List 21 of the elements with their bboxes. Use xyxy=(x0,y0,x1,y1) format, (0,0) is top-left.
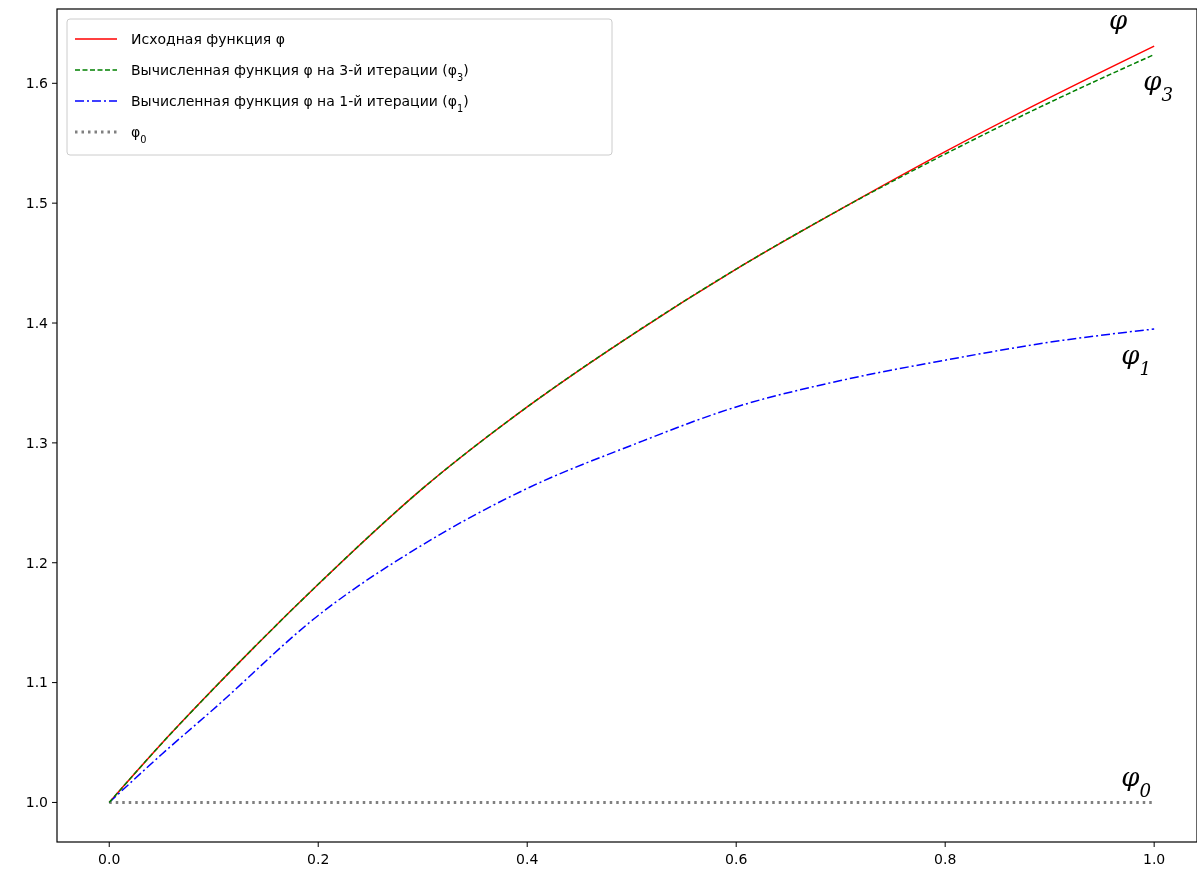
x-tick-label: 0.0 xyxy=(98,851,121,867)
annotation: φ$_{3}$ xyxy=(1143,65,1174,105)
y-tick-label: 1.0 xyxy=(25,794,48,811)
x-tick-label: 0.6 xyxy=(725,851,748,867)
y-tick-label: 1.1 xyxy=(25,674,48,691)
y-tick-label: 1.4 xyxy=(25,314,49,331)
annotation: φ$_{1}$ xyxy=(1121,340,1152,379)
y-tick-label: 1.6 xyxy=(25,75,49,92)
x-tick-label: 1.0 xyxy=(1143,851,1166,867)
y-tick-label: 1.2 xyxy=(25,554,48,571)
legend-label: Исходная функция φ xyxy=(131,30,285,47)
legend-label: Вычисленная функция φ на 3-й итерации (φ$_{3}$) xyxy=(131,61,469,83)
x-tick-label: 0.8 xyxy=(934,851,957,867)
y-tick-label: 1.5 xyxy=(25,195,48,212)
y-tick-label: 1.3 xyxy=(25,434,48,451)
annotation: φ xyxy=(1109,5,1129,36)
legend-label: φ$_{0}$ xyxy=(131,123,147,145)
legend-label: Вычисленная функция φ на 1-й итерации (φ$_{1}$) xyxy=(131,92,469,114)
annotation: φ$_{0}$ xyxy=(1121,761,1152,801)
x-tick-label: 0.2 xyxy=(307,851,330,867)
x-tick-label: 0.4 xyxy=(516,851,539,867)
